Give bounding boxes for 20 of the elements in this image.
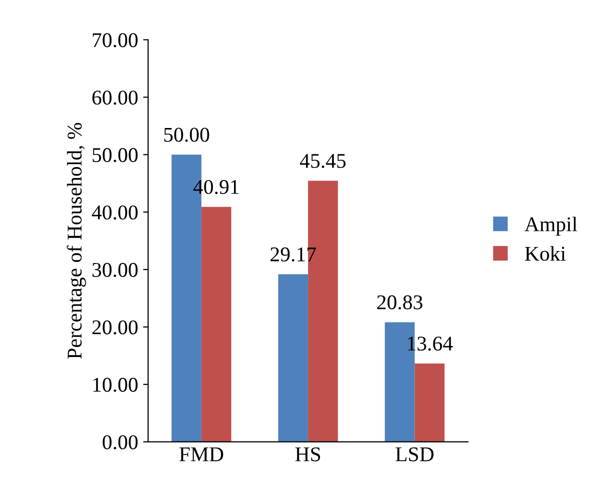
y-tick-label: 40.00 xyxy=(92,205,138,220)
y-tick-label: 10.00 xyxy=(93,378,138,392)
legend-label: Koki xyxy=(524,246,566,261)
data-label: 50.00 xyxy=(164,128,210,142)
y-tick-label: 30.00 xyxy=(92,262,138,278)
y-tick-label: 70.00 xyxy=(92,33,138,48)
legend-label: Ampil xyxy=(524,216,578,236)
y-tick-label: 50.00 xyxy=(92,148,138,162)
y-tick-label: 60.00 xyxy=(92,90,138,105)
x-tick-label: HS xyxy=(295,447,320,462)
x-tick-label: LSD xyxy=(396,447,434,462)
bar xyxy=(278,274,308,442)
y-tick-label: 20.00 xyxy=(92,320,138,334)
bar xyxy=(201,206,232,442)
y-tick-label: 0.00 xyxy=(102,435,138,450)
bar xyxy=(414,363,445,442)
y-axis-title: Percentage of Household, % xyxy=(66,122,86,359)
data-label: 20.83 xyxy=(377,295,422,310)
data-label: 45.45 xyxy=(300,154,346,168)
x-tick-label: FMD xyxy=(179,448,224,462)
